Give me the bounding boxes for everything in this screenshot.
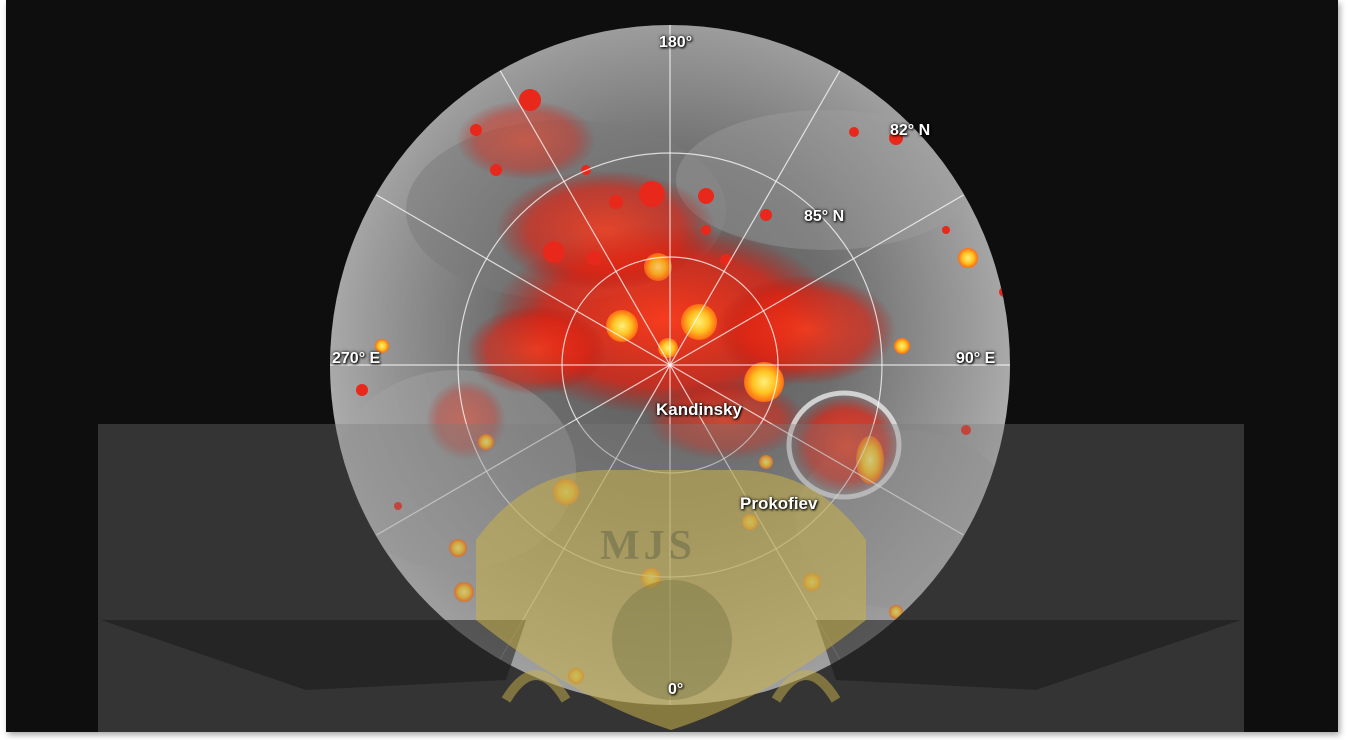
longitude-label-180: 180°: [659, 34, 692, 52]
feature-label-prokofiev: Prokofiev: [740, 494, 817, 514]
watermark-text: MJS: [600, 522, 696, 570]
polar-map: [6, 0, 1338, 732]
longitude-label-90e: 90° E: [956, 350, 995, 368]
feature-label-kandinsky: Kandinsky: [656, 400, 742, 420]
latitude-label-85n: 85° N: [804, 208, 844, 226]
latitude-label-82n: 82° N: [890, 122, 930, 140]
longitude-label-270e: 270° E: [332, 350, 380, 368]
image-frame: MJS 180° 0° 270° E 90° E 82° N 85° N Kan…: [6, 0, 1338, 732]
longitude-label-0: 0°: [668, 681, 683, 699]
